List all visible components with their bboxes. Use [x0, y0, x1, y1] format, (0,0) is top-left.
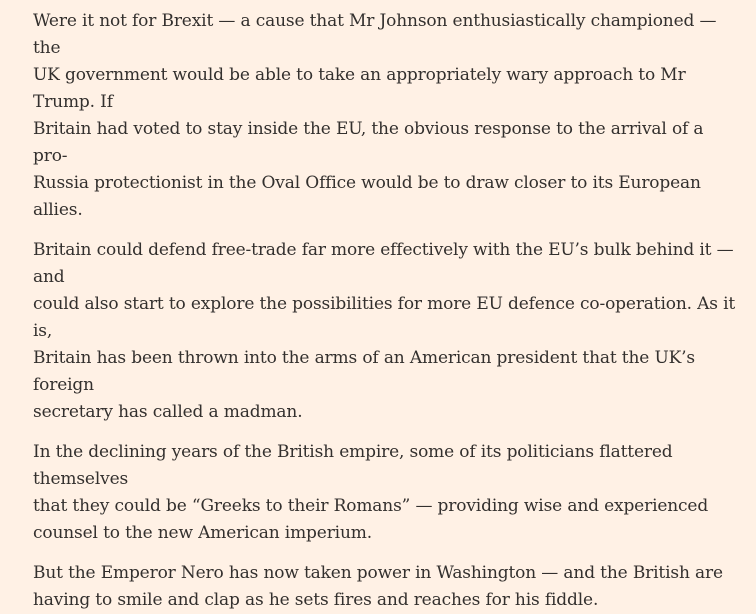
article-paragraph-2: Britain could defend free-trade far more… — [33, 240, 736, 422]
article-paragraph-4: But the Emperor Nero has now taken power… — [33, 563, 723, 610]
article-paragraph-1: Were it not for Brexit — a cause that Mr… — [33, 11, 717, 220]
article-body: Were it not for Brexit — a cause that Mr… — [33, 11, 736, 610]
article-paragraph-3: In the declining years of the British em… — [33, 442, 709, 543]
